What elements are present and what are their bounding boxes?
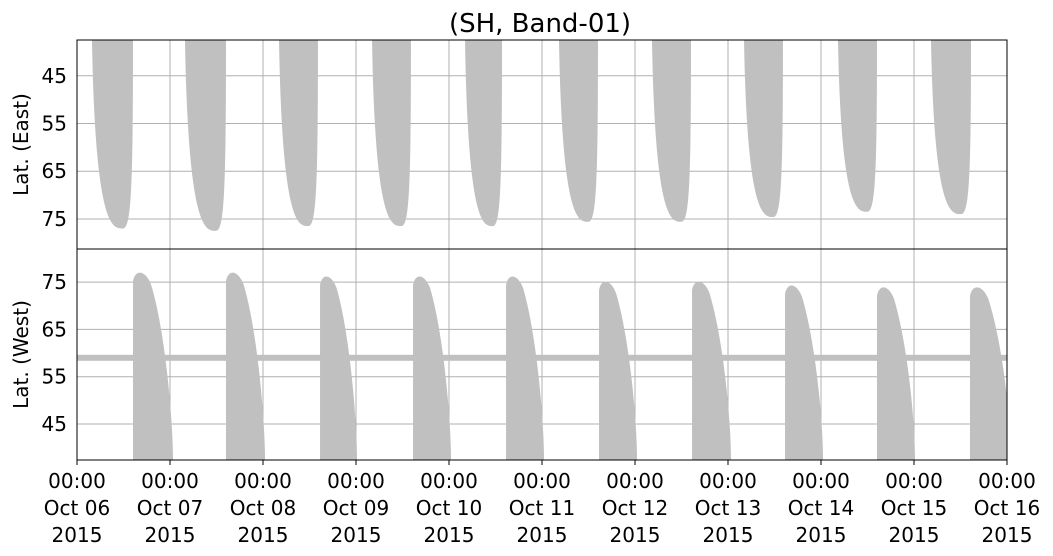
swath — [372, 40, 411, 227]
y-tick-label: 55 — [42, 365, 67, 389]
y-axis-label: Lat. (East) — [9, 93, 33, 196]
x-tick-label: 00:00 Oct 16 2015 — [974, 469, 1040, 547]
x-tick-label: 00:00 Oct 15 2015 — [881, 469, 947, 547]
x-tick-label: 00:00 Oct 11 2015 — [509, 469, 575, 547]
x-tick-label: 00:00 Oct 10 2015 — [416, 469, 482, 547]
x-tick-label: 00:00 Oct 08 2015 — [230, 469, 296, 547]
swath — [91, 40, 133, 229]
x-tick-label: 00:00 Oct 07 2015 — [137, 469, 203, 547]
swath — [744, 40, 783, 218]
swath — [320, 276, 357, 460]
y-tick-label: 45 — [42, 412, 67, 436]
swath — [785, 285, 824, 460]
swath — [969, 287, 1007, 460]
swath — [465, 40, 503, 227]
swath — [506, 276, 545, 460]
swath — [132, 272, 173, 460]
swath — [225, 272, 266, 460]
swath — [692, 281, 731, 460]
y-tick-label: 45 — [42, 64, 67, 88]
y-tick-label: 75 — [42, 270, 67, 294]
swath — [837, 40, 877, 212]
x-tick-label: 00:00 Oct 09 2015 — [323, 469, 389, 547]
y-tick-label: 65 — [42, 159, 67, 183]
y-tick-label: 65 — [42, 317, 67, 341]
y-tick-label: 55 — [42, 112, 67, 136]
swath — [413, 276, 452, 460]
swath — [876, 287, 915, 460]
swath — [184, 40, 226, 231]
plot-area — [77, 40, 1007, 249]
x-tick-label: 00:00 Oct 13 2015 — [695, 469, 761, 547]
y-tick-label: 75 — [42, 207, 67, 231]
y-axis-label: Lat. (West) — [9, 300, 33, 409]
swath — [279, 40, 318, 227]
swath — [599, 281, 638, 460]
x-tick-label: 00:00 Oct 12 2015 — [602, 469, 668, 547]
x-tick-label: 00:00 Oct 14 2015 — [788, 469, 854, 547]
swath — [651, 40, 691, 222]
swath — [558, 40, 598, 222]
chart-title: (SH, Band-01) — [449, 9, 631, 39]
swath — [930, 40, 972, 215]
x-tick-label: 00:00 Oct 06 2015 — [44, 469, 110, 547]
plot-area — [77, 249, 1007, 460]
reference-band — [77, 354, 1007, 361]
